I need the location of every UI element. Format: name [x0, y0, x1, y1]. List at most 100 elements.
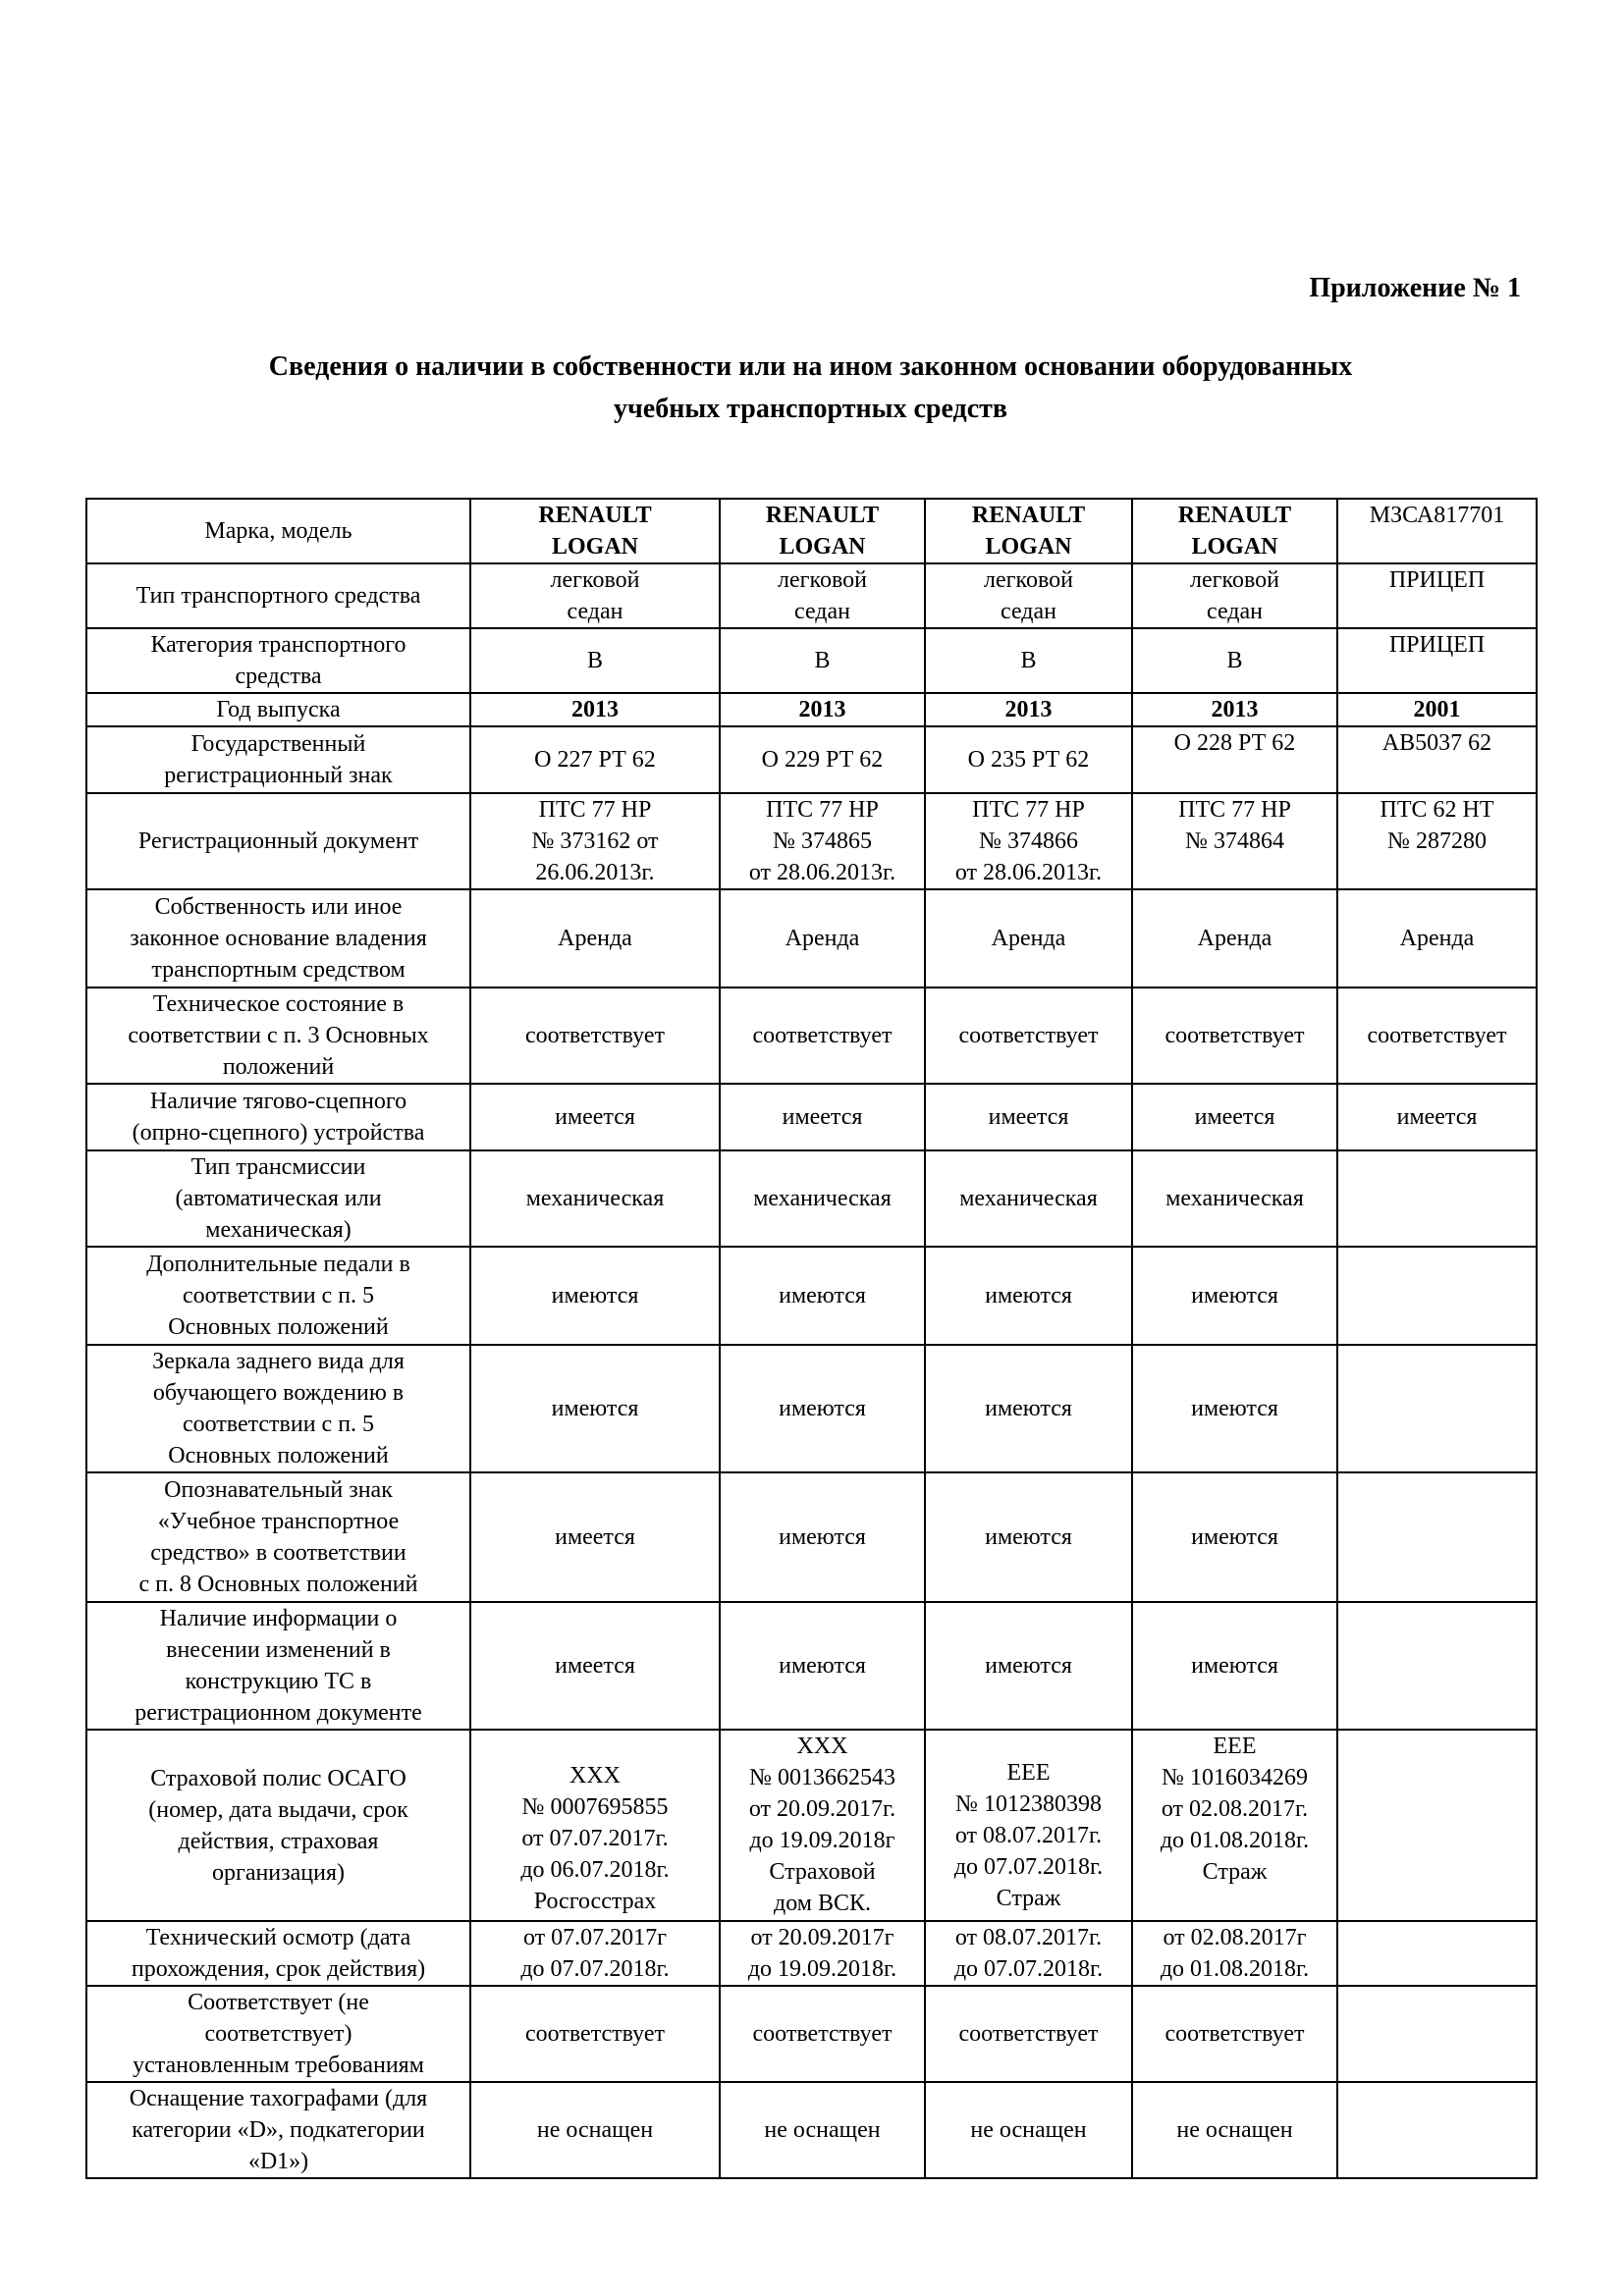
vehicle-cell: имеется [1131, 1083, 1338, 1151]
table-row: Страховой полис ОСАГО (номер, дата выдач… [85, 1729, 1538, 1922]
vehicle-cell: ПТС 77 НР № 373162 от 26.06.2013г. [469, 792, 721, 890]
vehicle-cell: 2013 [469, 692, 721, 727]
vehicle-cell [1336, 1149, 1538, 1248]
vehicle-cell: имеется [469, 1601, 721, 1731]
vehicle-cell [1336, 1920, 1538, 1987]
vehicle-cell: не оснащен [719, 2081, 926, 2179]
vehicle-cell: имеются [719, 1471, 926, 1603]
table-row: Дополнительные педали в соответствии с п… [85, 1246, 1538, 1346]
vehicle-cell: ПТС 77 НР № 374866 от 28.06.2013г. [924, 792, 1133, 890]
vehicle-cell: RENAULT LOGAN [469, 498, 721, 564]
vehicle-cell [1336, 1729, 1538, 1922]
row-label: Соответствует (не соответствует) установ… [85, 1985, 471, 2083]
vehicle-cell: соответствует [1131, 1985, 1338, 2083]
vehicle-cell: Аренда [1131, 888, 1338, 988]
vehicle-cell: 2013 [924, 692, 1133, 727]
vehicle-cell: 2001 [1336, 692, 1538, 727]
vehicle-cell: B [1131, 627, 1338, 694]
vehicle-cell: соответствует [924, 1985, 1133, 2083]
vehicle-cell: О 229 РТ 62 [719, 725, 926, 794]
vehicle-cell: RENAULT LOGAN [719, 498, 926, 564]
vehicle-cell: соответствует [469, 987, 721, 1085]
vehicle-cell: имеется [469, 1083, 721, 1151]
document-heading: Сведения о наличии в собственности или н… [268, 351, 1353, 424]
row-label: Зеркала заднего вида для обучающего вожд… [85, 1344, 471, 1473]
vehicle-cell: механическая [924, 1149, 1133, 1248]
vehicle-cell: имеются [1131, 1601, 1338, 1731]
table-row: Регистрационный документ ПТС 77 НР № 3731… [85, 792, 1538, 890]
vehicle-cell: механическая [469, 1149, 721, 1248]
vehicle-cell: не оснащен [924, 2081, 1133, 2179]
vehicle-cell: имеются [719, 1344, 926, 1473]
vehicle-cell: МЗСА817701 [1336, 498, 1538, 564]
vehicle-cell: имеются [1131, 1471, 1338, 1603]
row-label: Оснащение тахографами (для категории «D»… [85, 2081, 471, 2179]
vehicle-cell: О 235 РТ 62 [924, 725, 1133, 794]
vehicle-cell [1336, 1471, 1538, 1603]
row-label: Наличие информации о внесении изменений … [85, 1601, 471, 1731]
vehicle-cell: RENAULT LOGAN [1131, 498, 1338, 564]
vehicle-cell: соответствует [924, 987, 1133, 1085]
table-row: Марка, модель RENAULT LOGAN RENAULT LOGAN R… [85, 498, 1538, 564]
table-row: Техническое состояние в соответствии с п… [85, 987, 1538, 1085]
table-row: Соответствует (не соответствует) установ… [85, 1985, 1538, 2083]
vehicle-cell: ПРИЦЕП [1336, 562, 1538, 629]
row-label: Категория транспортного средства [85, 627, 471, 694]
vehicle-cell: Аренда [924, 888, 1133, 988]
vehicle-cell: имеются [469, 1344, 721, 1473]
vehicle-cell: 2013 [719, 692, 926, 727]
row-label: Регистрационный документ [85, 792, 471, 890]
vehicle-cell: ХХХ № 0013662543 от 20.09.2017г. до 19.0… [719, 1729, 926, 1922]
vehicle-cell: соответствует [1131, 987, 1338, 1085]
vehicle-cell: имеется [469, 1471, 721, 1603]
appendix-label: Приложение № 1 [1309, 273, 1521, 303]
vehicle-cell: соответствует [719, 1985, 926, 2083]
row-label: Дополнительные педали в соответствии с п… [85, 1246, 471, 1346]
vehicle-cell: имеется [719, 1083, 926, 1151]
vehicle-cell: 2013 [1131, 692, 1338, 727]
vehicle-cell: имеется [924, 1083, 1133, 1151]
table-row: Зеркала заднего вида для обучающего вожд… [85, 1344, 1538, 1473]
vehicle-cell: легковой седан [719, 562, 926, 629]
vehicle-cell: АВ5037 62 [1336, 725, 1538, 794]
vehicle-cell: B [924, 627, 1133, 694]
table-row: Категория транспортного средства B B B B ПРИЦ… [85, 627, 1538, 694]
vehicle-cell: легковой седан [924, 562, 1133, 629]
vehicle-cell: ЕЕЕ № 1012380398 от 08.07.2017г. до 07.0… [924, 1729, 1133, 1922]
vehicle-cell: Аренда [1336, 888, 1538, 988]
vehicle-cell: не оснащен [469, 2081, 721, 2179]
row-label: Технический осмотр (дата прохождения, ср… [85, 1920, 471, 1987]
vehicle-cell: B [469, 627, 721, 694]
vehicle-cell: от 08.07.2017г. до 07.07.2018г. [924, 1920, 1133, 1987]
vehicle-cell: механическая [1131, 1149, 1338, 1248]
table-row: Год выпуска 2013 2013 2013 2013 2001 [85, 692, 1538, 727]
vehicle-cell: RENAULT LOGAN [924, 498, 1133, 564]
vehicle-cell: от 02.08.2017г до 01.08.2018г. [1131, 1920, 1338, 1987]
vehicle-cell: ПРИЦЕП [1336, 627, 1538, 694]
vehicle-cell: ЕЕЕ № 1016034269 от 02.08.2017г. до 01.0… [1131, 1729, 1338, 1922]
vehicle-cell [1336, 1246, 1538, 1346]
table-row: Наличие информации о внесении изменений … [85, 1601, 1538, 1731]
vehicle-cell: от 20.09.2017г до 19.09.2018г. [719, 1920, 926, 1987]
vehicle-cell: Аренда [719, 888, 926, 988]
table-row: Наличие тягово-сцепного (опрно-сцепного)… [85, 1083, 1538, 1151]
vehicle-cell: ХХХ № 0007695855 от 07.07.2017г. до 06.0… [469, 1729, 721, 1922]
row-label: Год выпуска [85, 692, 471, 727]
vehicle-cell: ПТС 62 НТ № 287280 [1336, 792, 1538, 890]
vehicle-cell [1336, 1601, 1538, 1731]
vehicle-cell: соответствует [469, 1985, 721, 2083]
row-label: Наличие тягово-сцепного (опрно-сцепного)… [85, 1083, 471, 1151]
row-label: Собственность или иное законное основани… [85, 888, 471, 988]
vehicles-table: Марка, модель RENAULT LOGAN RENAULT LOGAN R… [85, 498, 1538, 2179]
vehicle-cell: Аренда [469, 888, 721, 988]
vehicle-cell: соответствует [719, 987, 926, 1085]
table-row: Государственный регистрационный знак О 22… [85, 725, 1538, 794]
vehicle-cell: не оснащен [1131, 2081, 1338, 2179]
row-label: Марка, модель [85, 498, 471, 564]
row-label: Опознавательный знак «Учебное транспортн… [85, 1471, 471, 1603]
vehicle-cell: механическая [719, 1149, 926, 1248]
vehicle-cell: соответствует [1336, 987, 1538, 1085]
row-label: Страховой полис ОСАГО (номер, дата выдач… [85, 1729, 471, 1922]
row-label: Тип транспортного средства [85, 562, 471, 629]
vehicle-cell: ПТС 77 НР № 374865 от 28.06.2013г. [719, 792, 926, 890]
